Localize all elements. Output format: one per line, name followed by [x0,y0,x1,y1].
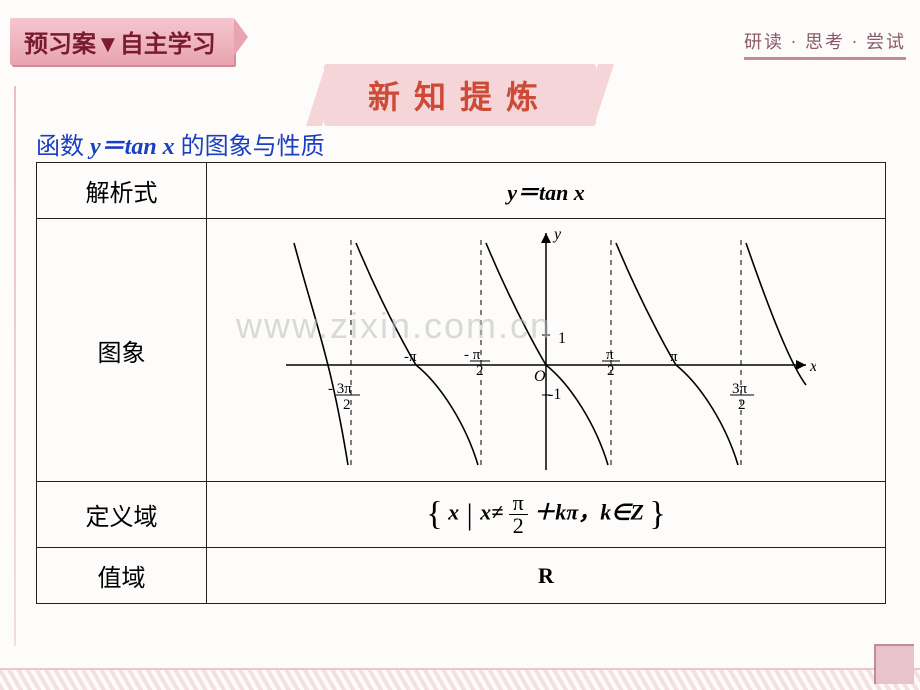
domain-rest: ＋kπ，k∈Z [533,500,644,525]
value-domain: { x | x≠ π 2 ＋kπ，k∈Z } [207,482,886,548]
table-row: 值域 R [37,548,886,604]
label-graph: 图象 [37,219,207,482]
label-domain: 定义域 [37,482,207,548]
set-divider-icon: | [465,498,475,531]
expression-formula: y＝tan x [507,180,585,205]
brace-right-icon: } [649,496,665,533]
table-row: 定义域 { x | x≠ π 2 ＋kπ，k∈Z } [37,482,886,548]
domain-var: x [448,500,459,525]
svg-text:x: x [809,358,816,375]
svg-text:1: 1 [558,330,566,347]
table-row: 解析式 y＝tan x [37,163,886,219]
svg-text:2: 2 [607,363,615,379]
tan-graph-svg: x y O 1 -1 - 3π [276,225,816,475]
left-vertical-rule [14,86,16,646]
header-right-text: 研读 · 思考 · 尝试 [744,28,906,60]
table-row: 图象 www.zixin.com.cn x y O 1 -1 [37,219,886,482]
section-title: 函数 y＝tan x 的图象与性质 [36,126,325,161]
frac-num: π [509,492,528,515]
svg-text:2: 2 [343,397,351,413]
value-graph: www.zixin.com.cn x y O 1 -1 [207,219,886,482]
properties-table: 解析式 y＝tan x 图象 www.zixin.com.cn x y O 1 [36,162,886,604]
svg-text:y: y [552,226,562,243]
label-range: 值域 [37,548,207,604]
value-range: R [207,548,886,604]
range-value: R [538,563,554,588]
svg-text:2: 2 [738,397,746,413]
frac-den: 2 [509,515,528,537]
tan-graph: www.zixin.com.cn x y O 1 -1 [276,225,816,475]
value-expression: y＝tan x [207,163,886,219]
tab-label: 预习案▼自主学习 [24,32,216,58]
preview-tab: 预习案▼自主学习 [10,18,234,65]
brace-left-icon: { [426,496,442,533]
label-expression: 解析式 [37,163,207,219]
title-suffix: 的图象与性质 [181,134,325,160]
title-prefix: 函数 [36,134,90,160]
domain-ineq: x≠ [480,500,503,525]
domain-fraction: π 2 [509,492,528,537]
footer-strip [0,668,920,690]
svg-text:O: O [534,368,546,385]
banner-title: 新知提炼 [324,64,596,126]
title-function: y＝tan x [90,134,175,160]
svg-text:2: 2 [476,363,484,379]
corner-fold-icon [874,644,914,684]
tab-arrow-icon [234,18,248,56]
